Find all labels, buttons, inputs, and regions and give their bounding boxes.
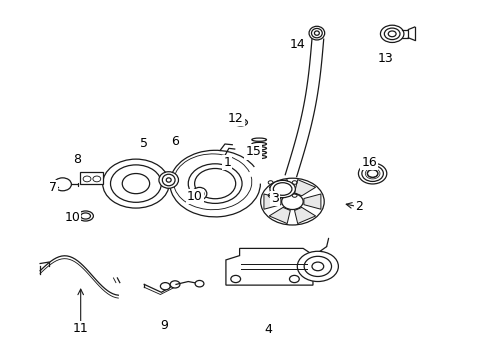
Ellipse shape [192, 187, 206, 200]
Polygon shape [269, 180, 290, 196]
Circle shape [188, 164, 242, 203]
Ellipse shape [251, 142, 266, 145]
Text: 13: 13 [377, 52, 392, 65]
Ellipse shape [251, 156, 266, 158]
Ellipse shape [269, 180, 295, 198]
Ellipse shape [308, 26, 324, 40]
Text: 5: 5 [140, 137, 148, 150]
Circle shape [54, 178, 71, 191]
Polygon shape [225, 248, 312, 285]
Text: 9: 9 [160, 319, 167, 332]
Ellipse shape [251, 147, 266, 150]
FancyBboxPatch shape [80, 172, 103, 184]
Text: 14: 14 [289, 39, 305, 51]
Polygon shape [264, 194, 281, 209]
Text: 15: 15 [245, 145, 261, 158]
Circle shape [102, 159, 169, 208]
Ellipse shape [358, 163, 386, 184]
Polygon shape [294, 207, 315, 224]
Text: 1: 1 [223, 156, 231, 169]
Text: 7: 7 [49, 181, 57, 194]
Ellipse shape [78, 211, 93, 221]
Text: 10: 10 [64, 211, 80, 224]
Ellipse shape [233, 119, 247, 126]
Text: 10: 10 [186, 190, 202, 203]
Text: 3: 3 [270, 192, 278, 205]
Text: 11: 11 [73, 322, 88, 335]
Text: 2: 2 [355, 201, 363, 213]
Circle shape [170, 281, 180, 288]
Text: 8: 8 [73, 153, 81, 166]
Circle shape [380, 25, 403, 42]
Ellipse shape [159, 172, 178, 188]
Text: 4: 4 [264, 323, 271, 336]
Circle shape [195, 280, 203, 287]
Polygon shape [269, 207, 290, 224]
Text: 16: 16 [361, 156, 376, 169]
Circle shape [160, 283, 170, 290]
Polygon shape [294, 180, 315, 196]
Circle shape [297, 251, 338, 282]
Ellipse shape [251, 151, 266, 154]
Text: 6: 6 [171, 135, 179, 148]
Text: 12: 12 [227, 112, 243, 125]
Ellipse shape [251, 138, 266, 141]
Polygon shape [303, 194, 320, 209]
Circle shape [281, 194, 303, 210]
